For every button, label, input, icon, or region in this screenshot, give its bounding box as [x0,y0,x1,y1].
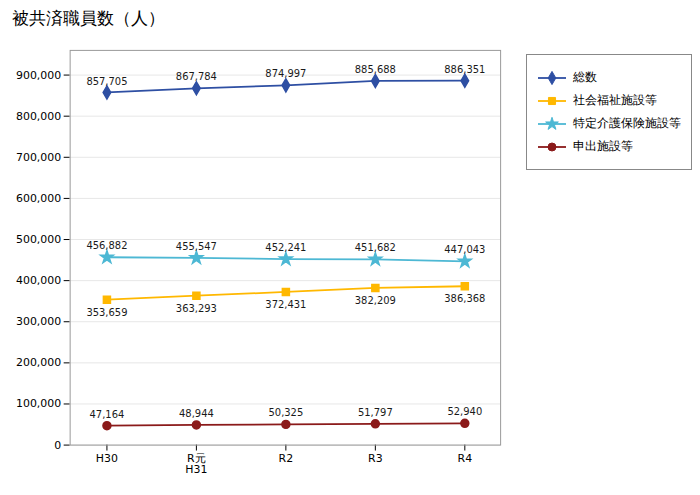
svg-text:52,940: 52,940 [447,406,482,417]
svg-text:800,000: 800,000 [16,110,61,123]
svg-text:456,882: 456,882 [86,240,127,251]
svg-text:500,000: 500,000 [16,233,61,246]
html-text:申出施設等: 申出施設等 [573,139,633,153]
svg-text:363,293: 363,293 [176,303,217,314]
svg-text:447,043: 447,043 [444,244,485,255]
html-text:総数: 総数 [573,70,597,84]
svg-text:R2: R2 [279,452,294,465]
html-text:社会福祉施設等: 社会福祉施設等 [573,93,657,107]
svg-text:451,682: 451,682 [355,242,396,253]
svg-text:R3: R3 [368,452,383,465]
html-text:特定介護保険施設等: 特定介護保険施設等 [573,116,681,130]
svg-text:886,351: 886,351 [444,64,485,75]
svg-text:386,368: 386,368 [444,293,485,304]
svg-text:372,431: 372,431 [265,299,306,310]
svg-text:0: 0 [54,439,61,452]
svg-text:300,000: 300,000 [16,315,61,328]
svg-text:200,000: 200,000 [16,356,61,369]
svg-text:885,688: 885,688 [355,64,396,75]
svg-text:600,000: 600,000 [16,192,61,205]
svg-text:R4: R4 [458,452,473,465]
svg-text:874,997: 874,997 [265,68,306,79]
svg-text:867,784: 867,784 [176,71,217,82]
svg-text:382,209: 382,209 [355,295,396,306]
svg-text:353,659: 353,659 [86,307,127,318]
svg-text:400,000: 400,000 [16,274,61,287]
svg-text:452,241: 452,241 [265,242,306,253]
svg-text:50,325: 50,325 [268,407,303,418]
svg-text:47,164: 47,164 [90,409,125,420]
svg-text:857,705: 857,705 [86,76,127,87]
svg-text:48,944: 48,944 [179,408,214,419]
html-text:被共済職員数（人）: 被共済職員数（人） [12,8,165,28]
svg-text:700,000: 700,000 [16,151,61,164]
svg-text:455,547: 455,547 [176,241,217,252]
svg-text:900,000: 900,000 [16,69,61,82]
svg-text:R元H31: R元H31 [185,452,207,476]
svg-text:H30: H30 [96,452,118,465]
svg-text:100,000: 100,000 [16,397,61,410]
svg-text:51,797: 51,797 [358,407,393,418]
